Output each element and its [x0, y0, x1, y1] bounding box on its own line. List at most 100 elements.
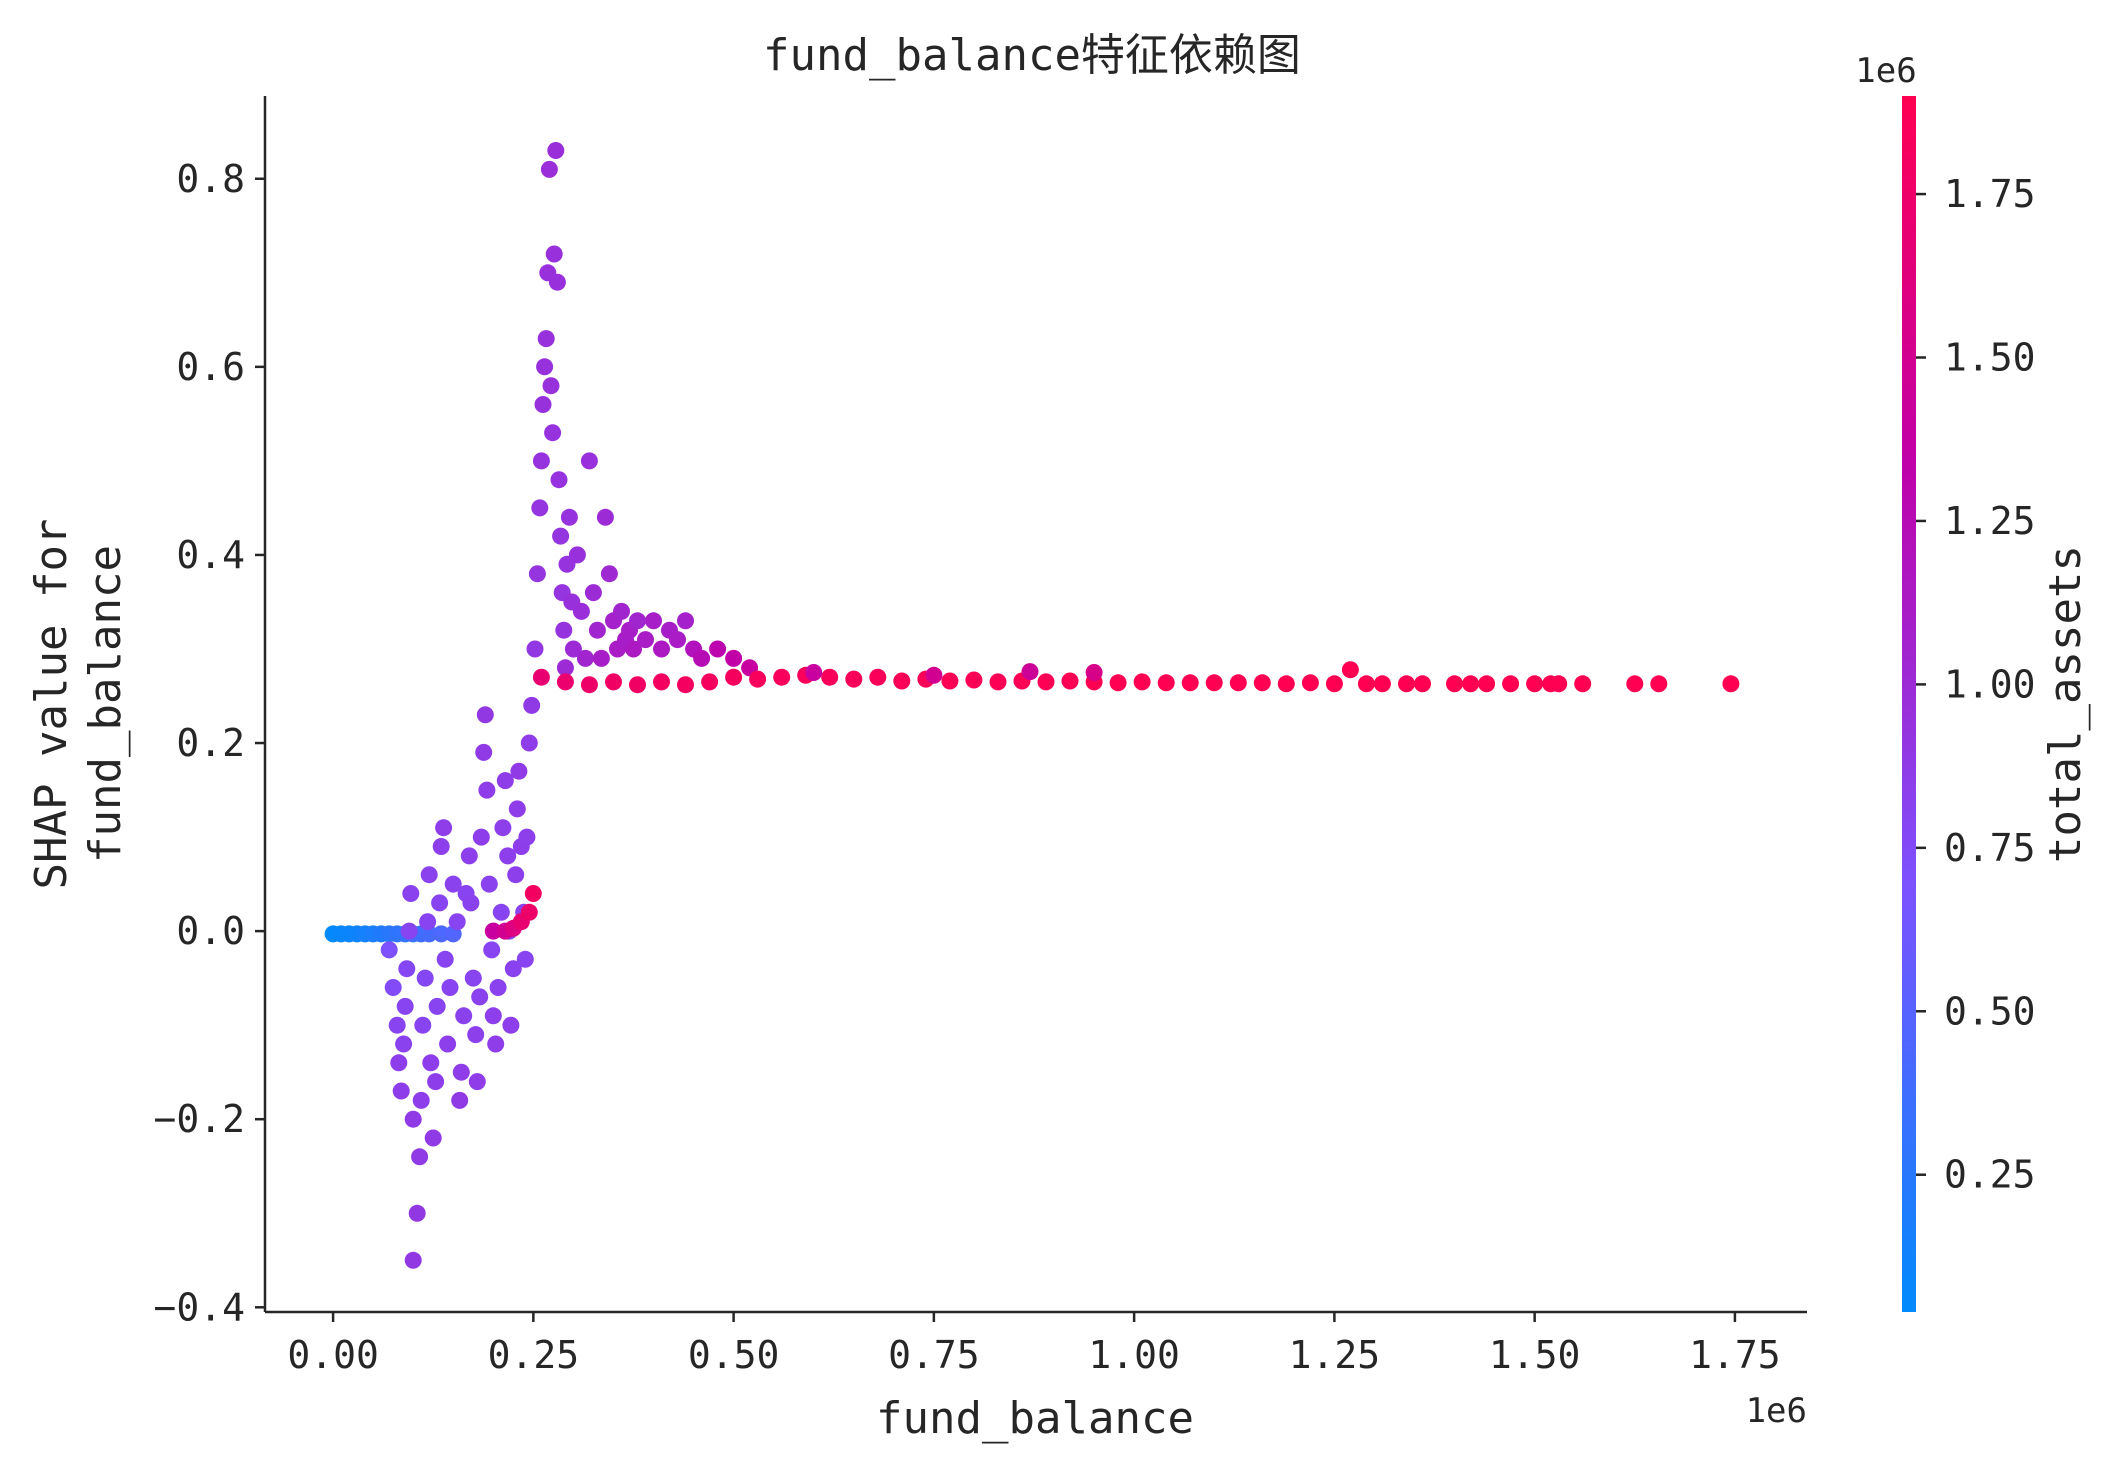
scatter-point — [1205, 674, 1223, 692]
colorbar-ticks: 0.25 0.50 0.75 1.00 1.25 1.50 1.75 — [1916, 172, 2036, 1197]
scatter-point — [475, 743, 493, 761]
scatter-point — [439, 1035, 457, 1053]
scatter-point — [520, 903, 538, 921]
scatter-point — [869, 668, 887, 686]
scatter-point — [1301, 674, 1319, 692]
scatter-point — [629, 676, 646, 694]
scatter-point — [547, 142, 565, 159]
scatter-point — [613, 602, 630, 620]
scatter-point — [516, 950, 534, 968]
colorbar-tick-label: 1.25 — [1944, 499, 2036, 543]
scatter-point — [625, 640, 642, 658]
y-axis-label-line-2: fund_balance — [80, 545, 131, 863]
scatter-points — [324, 142, 1740, 1269]
scatter-point — [1550, 675, 1568, 693]
scatter-point — [596, 508, 614, 526]
x-tick-label: 1.75 — [1689, 1333, 1781, 1377]
scatter-point — [637, 631, 654, 649]
scatter-point — [532, 452, 550, 470]
scatter-point — [1357, 675, 1375, 693]
scatter-point — [520, 734, 538, 752]
scatter-point — [419, 913, 437, 931]
y-tick-label: 0.6 — [176, 345, 245, 389]
scatter-point — [400, 922, 418, 940]
scatter-point — [941, 672, 959, 690]
scatter-point — [494, 819, 512, 837]
scatter-point — [925, 666, 943, 684]
scatter-point — [468, 1073, 486, 1091]
scatter-point — [408, 1204, 426, 1222]
scatter-point — [380, 941, 398, 959]
scatter-point — [496, 772, 514, 790]
scatter-point — [1061, 672, 1079, 690]
y-axis-label: SHAP value for fund_balance — [26, 519, 131, 890]
chart-title: fund_balance特征依赖图 — [763, 30, 1301, 81]
scatter-point — [388, 1016, 406, 1034]
scatter-point — [424, 1129, 442, 1147]
scatter-point — [677, 676, 694, 694]
y-tick-label: 0.4 — [176, 533, 245, 577]
scatter-point — [1341, 661, 1359, 679]
scatter-point — [1446, 675, 1463, 693]
scatter-point — [404, 1251, 422, 1269]
scatter-point — [502, 1016, 520, 1034]
scatter-point — [476, 706, 494, 724]
scatter-point — [451, 1091, 469, 1109]
scatter-point — [600, 565, 618, 583]
colorbar-offset-label: 1e6 — [1855, 51, 1916, 91]
scatter-point — [462, 894, 480, 912]
scatter-point — [540, 160, 558, 178]
colorbar-tick-label: 1.00 — [1944, 662, 2036, 706]
scatter-point — [528, 565, 546, 583]
scatter-point — [965, 671, 983, 689]
scatter-point — [414, 1016, 432, 1034]
scatter-point — [1253, 674, 1271, 692]
scatter-point — [564, 640, 582, 658]
scatter-point — [499, 847, 517, 865]
scatter-point — [431, 894, 449, 912]
scatter-point — [989, 673, 1007, 691]
scatter-point — [432, 838, 450, 855]
scatter-point — [1085, 664, 1103, 681]
scatter-point — [1325, 675, 1343, 693]
scatter-point — [402, 885, 420, 902]
y-axis-label-line-1: SHAP value for — [26, 519, 77, 890]
scatter-point — [1133, 673, 1151, 691]
scatter-point — [518, 828, 536, 846]
scatter-point — [548, 273, 566, 291]
scatter-point — [524, 885, 542, 902]
y-ticks: −0.4 −0.2 0.0 0.2 0.4 0.6 0.8 — [153, 157, 265, 1329]
scatter-point — [568, 546, 586, 564]
scatter-point — [472, 828, 490, 846]
scatter-point — [805, 664, 823, 681]
scatter-point — [677, 612, 694, 630]
scatter-point — [396, 997, 414, 1015]
scatter-point — [532, 668, 550, 686]
scatter-point — [452, 1063, 470, 1081]
scatter-point — [653, 640, 670, 658]
scatter-point — [398, 960, 416, 978]
scatter-point — [432, 925, 450, 943]
colorbar-tick-label: 0.50 — [1944, 989, 2036, 1033]
scatter-point — [420, 866, 438, 884]
scatter-point — [1722, 675, 1740, 693]
scatter-point — [435, 819, 453, 837]
scatter-point — [534, 396, 552, 413]
y-tick-label: −0.4 — [153, 1285, 245, 1329]
scatter-point — [645, 612, 662, 630]
scatter-point — [489, 979, 507, 996]
scatter-point — [507, 866, 525, 884]
scatter-point — [560, 508, 578, 526]
scatter-point — [412, 1091, 430, 1109]
scatter-point — [550, 471, 568, 489]
scatter-point — [510, 762, 528, 780]
colorbar-tick-label: 0.25 — [1944, 1153, 2036, 1197]
scatter-point — [542, 377, 560, 395]
scatter-point — [1626, 675, 1644, 693]
scatter-point — [448, 913, 466, 931]
scatter-point — [1277, 675, 1295, 693]
x-tick-label: 0.00 — [287, 1333, 379, 1377]
colorbar-tick-label: 0.75 — [1944, 826, 2036, 870]
scatter-point — [444, 875, 462, 893]
